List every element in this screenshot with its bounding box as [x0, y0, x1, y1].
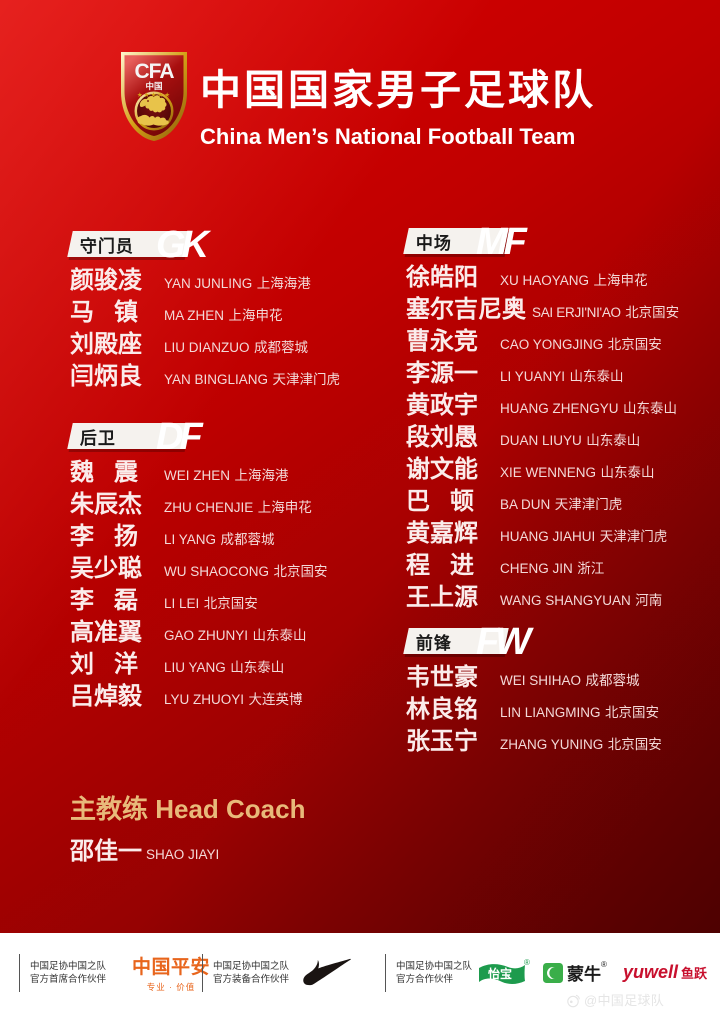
svg-text:怡宝: 怡宝: [488, 966, 512, 981]
svg-text:CFA: CFA: [135, 60, 175, 83]
svg-text:中国: 中国: [145, 81, 162, 91]
